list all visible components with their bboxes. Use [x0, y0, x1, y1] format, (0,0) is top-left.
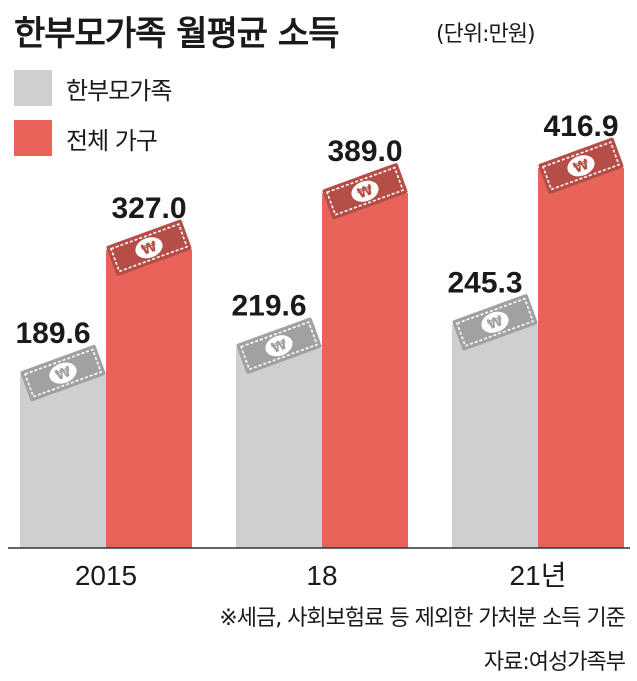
won-bill-icon: ₩: [20, 344, 106, 402]
footnote: ※세금, 사회보험료 등 제외한 가처분 소득 기준: [219, 606, 626, 631]
x-tick-label-0: 2015: [75, 560, 137, 591]
data-label-0-2: 245.3: [447, 266, 522, 299]
chart-title: 한부모가족 월평균 소득: [14, 14, 339, 54]
svg-text:₩: ₩: [485, 313, 506, 334]
legend-label-single-parent: 한부모가족: [66, 76, 172, 105]
won-bill-icon: ₩: [452, 294, 538, 351]
svg-text:₩: ₩: [139, 238, 160, 259]
svg-text:₩: ₩: [571, 156, 592, 177]
legend-item-all-households: 전체 가구: [14, 120, 158, 156]
data-label-1-0: 327.0: [111, 192, 186, 225]
legend-item-single-parent: 한부모가족: [14, 70, 172, 106]
bar-0-2: [452, 324, 538, 548]
legend-swatch-all-households: [14, 120, 52, 156]
won-bill-icon: ₩: [322, 163, 408, 220]
legend-swatch-single-parent: [14, 70, 52, 106]
x-tick-label-2: 21년: [510, 560, 567, 591]
svg-text:₩: ₩: [355, 182, 376, 203]
source-note: 자료:여성가족부: [483, 650, 626, 675]
data-label-1-1: 389.0: [327, 135, 402, 168]
bar-0-0: [20, 375, 106, 548]
x-tick-label-1: 18: [306, 560, 337, 591]
svg-text:₩: ₩: [269, 336, 290, 357]
bar-1-2: [538, 167, 624, 548]
bar-1-1: [322, 193, 408, 548]
won-bill-icon: ₩: [236, 317, 322, 374]
unit-label: (단위:만원): [436, 22, 536, 47]
data-label-1-2: 416.9: [543, 110, 618, 143]
won-bill-icon: ₩: [106, 219, 192, 276]
data-label-0-1: 219.6: [231, 290, 306, 323]
won-bill-icon: ₩: [538, 137, 624, 194]
bar-0-1: [236, 347, 322, 548]
legend-label-all-households: 전체 가구: [66, 126, 158, 155]
data-label-0-0: 189.6: [15, 317, 90, 350]
bar-chart: ₩189.6 ₩327.0 2015 ₩219.6 ₩389.0 18 ₩245.3 ₩416…: [8, 110, 630, 591]
bar-1-0: [106, 249, 192, 548]
svg-text:₩: ₩: [53, 364, 74, 385]
